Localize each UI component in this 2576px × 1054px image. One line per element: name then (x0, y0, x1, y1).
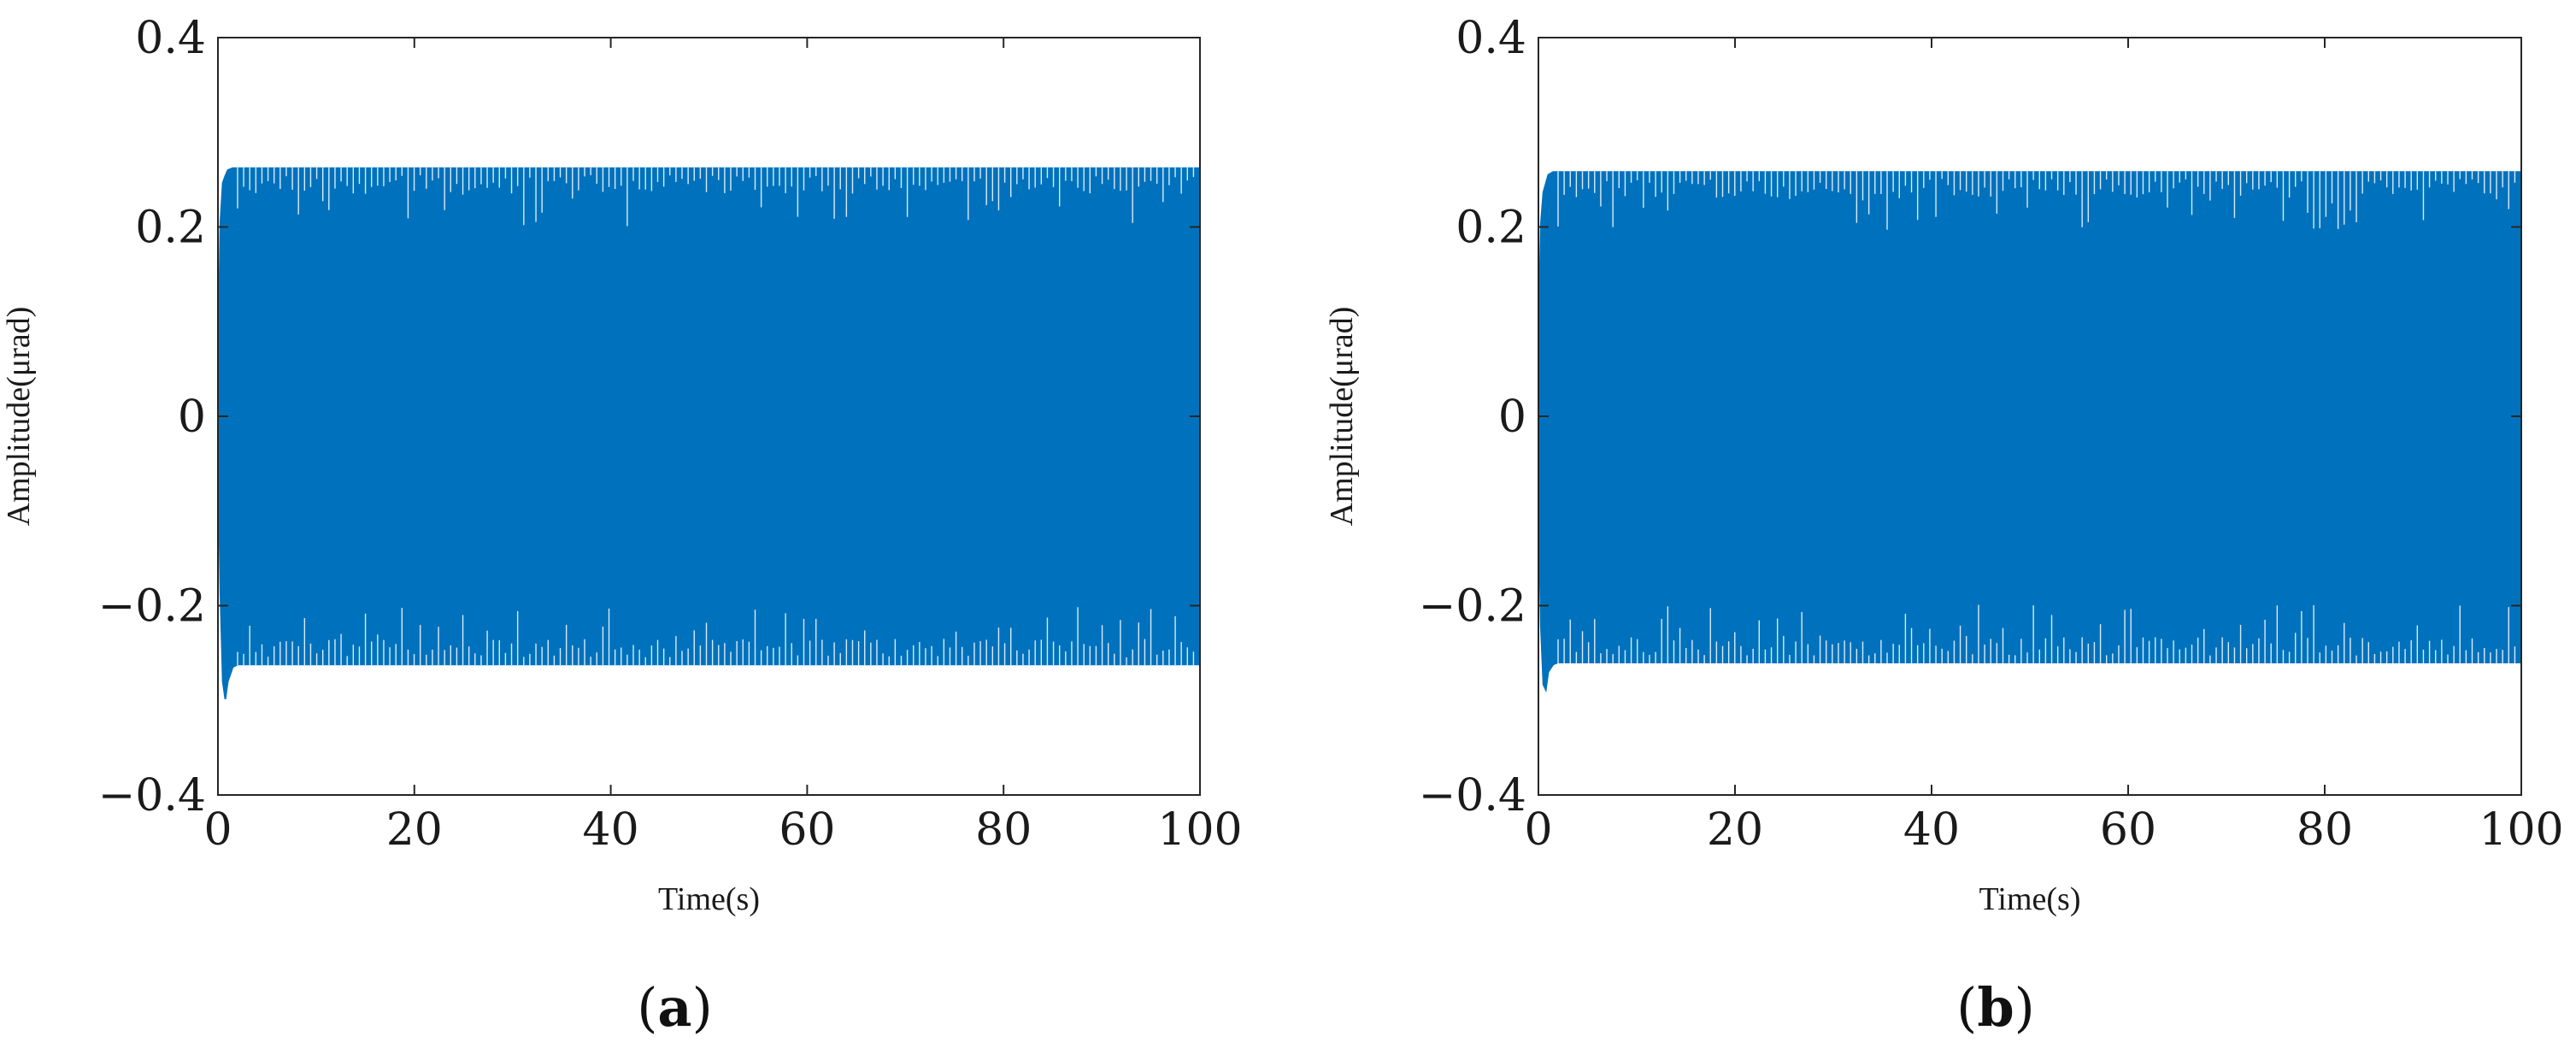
y-tick-label: 0.4 (1456, 13, 1526, 64)
x-tick-label: 80 (975, 804, 1032, 856)
y-axis-label: Amplitude(μrad) (1324, 307, 1360, 527)
x-tick-label: 40 (583, 804, 639, 856)
x-tick-label: 40 (1903, 804, 1960, 856)
chart-panel-a: 0 20 40 60 80 100 −0.4 −0.2 0 0.2 0.4 Time(s) Amplit… (1, 13, 1243, 1039)
y-tick-label: 0.2 (135, 203, 206, 254)
x-tick-label: 0 (1524, 804, 1552, 856)
signal-band (1538, 171, 2522, 693)
x-axis-label: Time(s) (1979, 881, 2081, 917)
y-tick-label: 0.4 (135, 13, 206, 64)
x-tick-label: 0 (203, 804, 232, 856)
y-axis-label: Amplitude(μrad) (1, 307, 37, 527)
panel-label: (b) (1956, 976, 2035, 1039)
y-tick-label: 0 (178, 392, 206, 443)
panel-label: (a) (637, 976, 713, 1039)
x-tick-label: 20 (386, 804, 443, 856)
y-tick-label: −0.2 (98, 581, 206, 633)
signal-oscillation-detail (237, 167, 1195, 666)
x-tick-label: 20 (1707, 804, 1763, 856)
y-tick-label: 0 (1498, 392, 1526, 443)
x-tick-label: 60 (779, 804, 835, 856)
y-tick-label: −0.2 (1419, 581, 1526, 633)
x-tick-label: 100 (1157, 804, 1242, 856)
series-signal (1538, 171, 2522, 693)
x-tick-label: 60 (2100, 804, 2156, 856)
chart-panel-b: 0 20 40 60 80 100 −0.4 −0.2 0 0.2 0.4 Time(s) Amplit… (1324, 13, 2564, 1039)
x-tick-label: 80 (2297, 804, 2353, 856)
y-tick-label: −0.4 (1419, 770, 1526, 821)
x-axis-label: Time(s) (658, 881, 760, 917)
y-tick-label: −0.4 (98, 770, 206, 821)
x-tick-label: 100 (2479, 804, 2563, 856)
signal-oscillation-detail (1557, 171, 2516, 663)
y-tick-label: 0.2 (1456, 203, 1526, 254)
series-signal (217, 167, 1201, 700)
